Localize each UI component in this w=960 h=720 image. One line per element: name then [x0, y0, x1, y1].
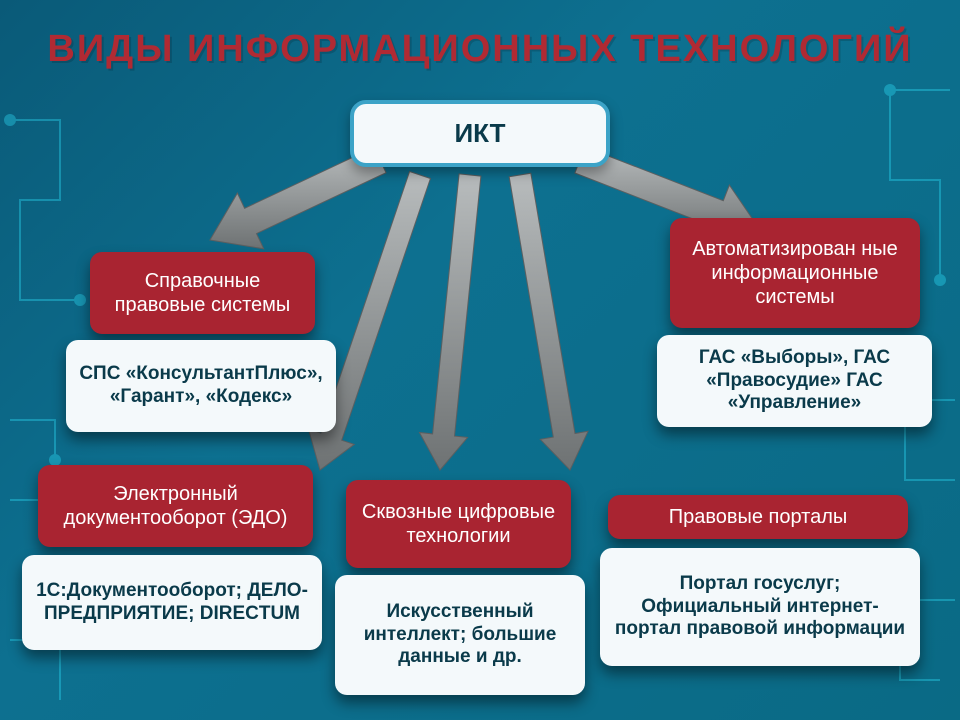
category-box-0: Справочные правовые системы	[90, 252, 315, 334]
category-box-4: Правовые порталы	[608, 495, 908, 539]
examples-box-1: ГАС «Выборы», ГАС «Правосудие» ГАС «Упра…	[657, 335, 932, 427]
root-node: ИКТ	[350, 100, 610, 167]
arrow-3	[420, 174, 481, 470]
page-title: ВИДЫ ИНФОРМАЦИОННЫХ ТЕХНОЛОГИЙ	[0, 28, 960, 71]
examples-box-3: Искусственный интеллект; большие данные …	[335, 575, 585, 695]
examples-box-2: 1С:Документооборот; ДЕЛО-ПРЕДПРИЯТИЕ; DI…	[22, 555, 322, 650]
examples-box-0: СПС «КонсультантПлюс», «Гарант», «Кодекс…	[66, 340, 336, 432]
arrow-4	[509, 173, 588, 470]
category-box-2: Электронный документооборот (ЭДО)	[38, 465, 313, 547]
category-box-1: Автоматизирован ные информационные систе…	[670, 218, 920, 328]
category-box-3: Сквозные цифровые технологии	[346, 480, 571, 568]
root-label: ИКТ	[454, 118, 505, 149]
examples-box-4: Портал госуслуг; Официальный интернет-по…	[600, 548, 920, 666]
